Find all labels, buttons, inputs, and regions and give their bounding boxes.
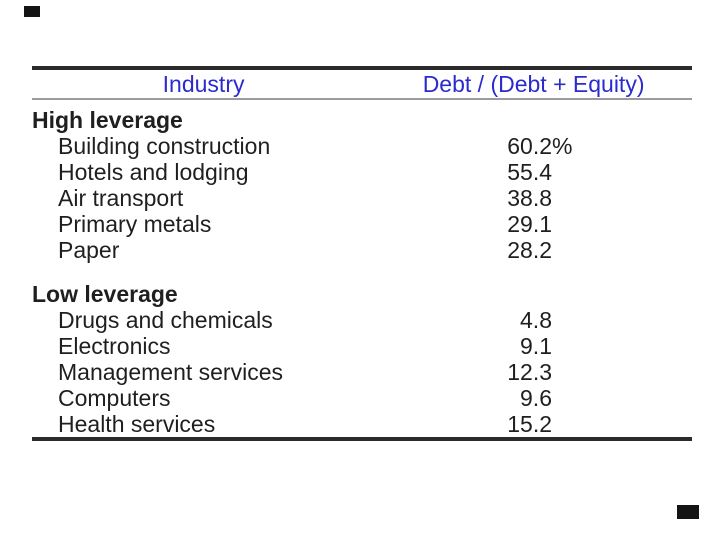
row-label: Computers: [58, 385, 171, 411]
row-value-suffix: [552, 159, 692, 185]
row-value: 28.2: [507, 237, 552, 263]
row-value-suffix: [552, 237, 692, 263]
row-label: Drugs and chemicals: [58, 307, 273, 333]
row-label: Hotels and lodging: [58, 159, 249, 185]
row-label: Paper: [58, 237, 120, 263]
table-row: Drugs and chemicals 4.8: [32, 307, 692, 333]
row-value: 29.1: [507, 211, 552, 237]
row-label: Health services: [58, 411, 216, 437]
table-row: Computers 9.6: [32, 385, 692, 411]
table-row: Building construction 60.2 %: [32, 133, 692, 159]
row-value: 4.8: [520, 307, 552, 333]
column-header-industry: Industry: [162, 71, 245, 97]
row-value: 9.6: [520, 385, 552, 411]
row-value-suffix: [552, 307, 692, 333]
row-value-suffix: [552, 385, 692, 411]
table-row: Health services 15.2: [32, 411, 692, 437]
column-header-debt-ratio: Debt / (Debt + Equity): [422, 71, 645, 97]
row-value: 9.1: [520, 333, 552, 359]
corner-mark-top-left: [24, 6, 40, 17]
table-top-rule: [32, 66, 692, 70]
table-row: Management services 12.3: [32, 359, 692, 385]
row-label: Primary metals: [58, 211, 212, 237]
table-row: Electronics 9.1: [32, 333, 692, 359]
table-row: Air transport 38.8: [32, 185, 692, 211]
row-value-suffix: [552, 185, 692, 211]
row-value-suffix: [552, 359, 692, 385]
table-header-separator-rule: [32, 98, 692, 100]
row-value-suffix: [552, 411, 692, 437]
row-value: 38.8: [507, 185, 552, 211]
row-value: 55.4: [507, 159, 552, 185]
table-body: High leverage Building construction 60.2…: [32, 100, 692, 437]
row-value-suffix: [552, 211, 692, 237]
table-row: Paper 28.2: [32, 237, 692, 263]
row-value: 12.3: [507, 359, 552, 385]
table-header-row: Industry Debt / (Debt + Equity): [32, 70, 692, 98]
corner-mark-bottom-right: [677, 505, 699, 519]
table-row: Primary metals 29.1: [32, 211, 692, 237]
row-value-suffix: %: [552, 133, 573, 159]
section-gap: [32, 263, 692, 281]
row-label: Management services: [58, 359, 283, 385]
row-label: Electronics: [58, 333, 171, 359]
row-label: Building construction: [58, 133, 271, 159]
section-header-high-leverage: High leverage: [32, 107, 183, 133]
leverage-table: Industry Debt / (Debt + Equity) High lev…: [32, 66, 692, 441]
section-header-low-leverage: Low leverage: [32, 281, 178, 307]
table-bottom-rule: [32, 437, 692, 441]
row-label: Air transport: [58, 185, 184, 211]
row-value-suffix: [552, 333, 692, 359]
row-value: 15.2: [507, 411, 552, 437]
table-row: Hotels and lodging 55.4: [32, 159, 692, 185]
row-value: 60.2: [507, 133, 552, 159]
